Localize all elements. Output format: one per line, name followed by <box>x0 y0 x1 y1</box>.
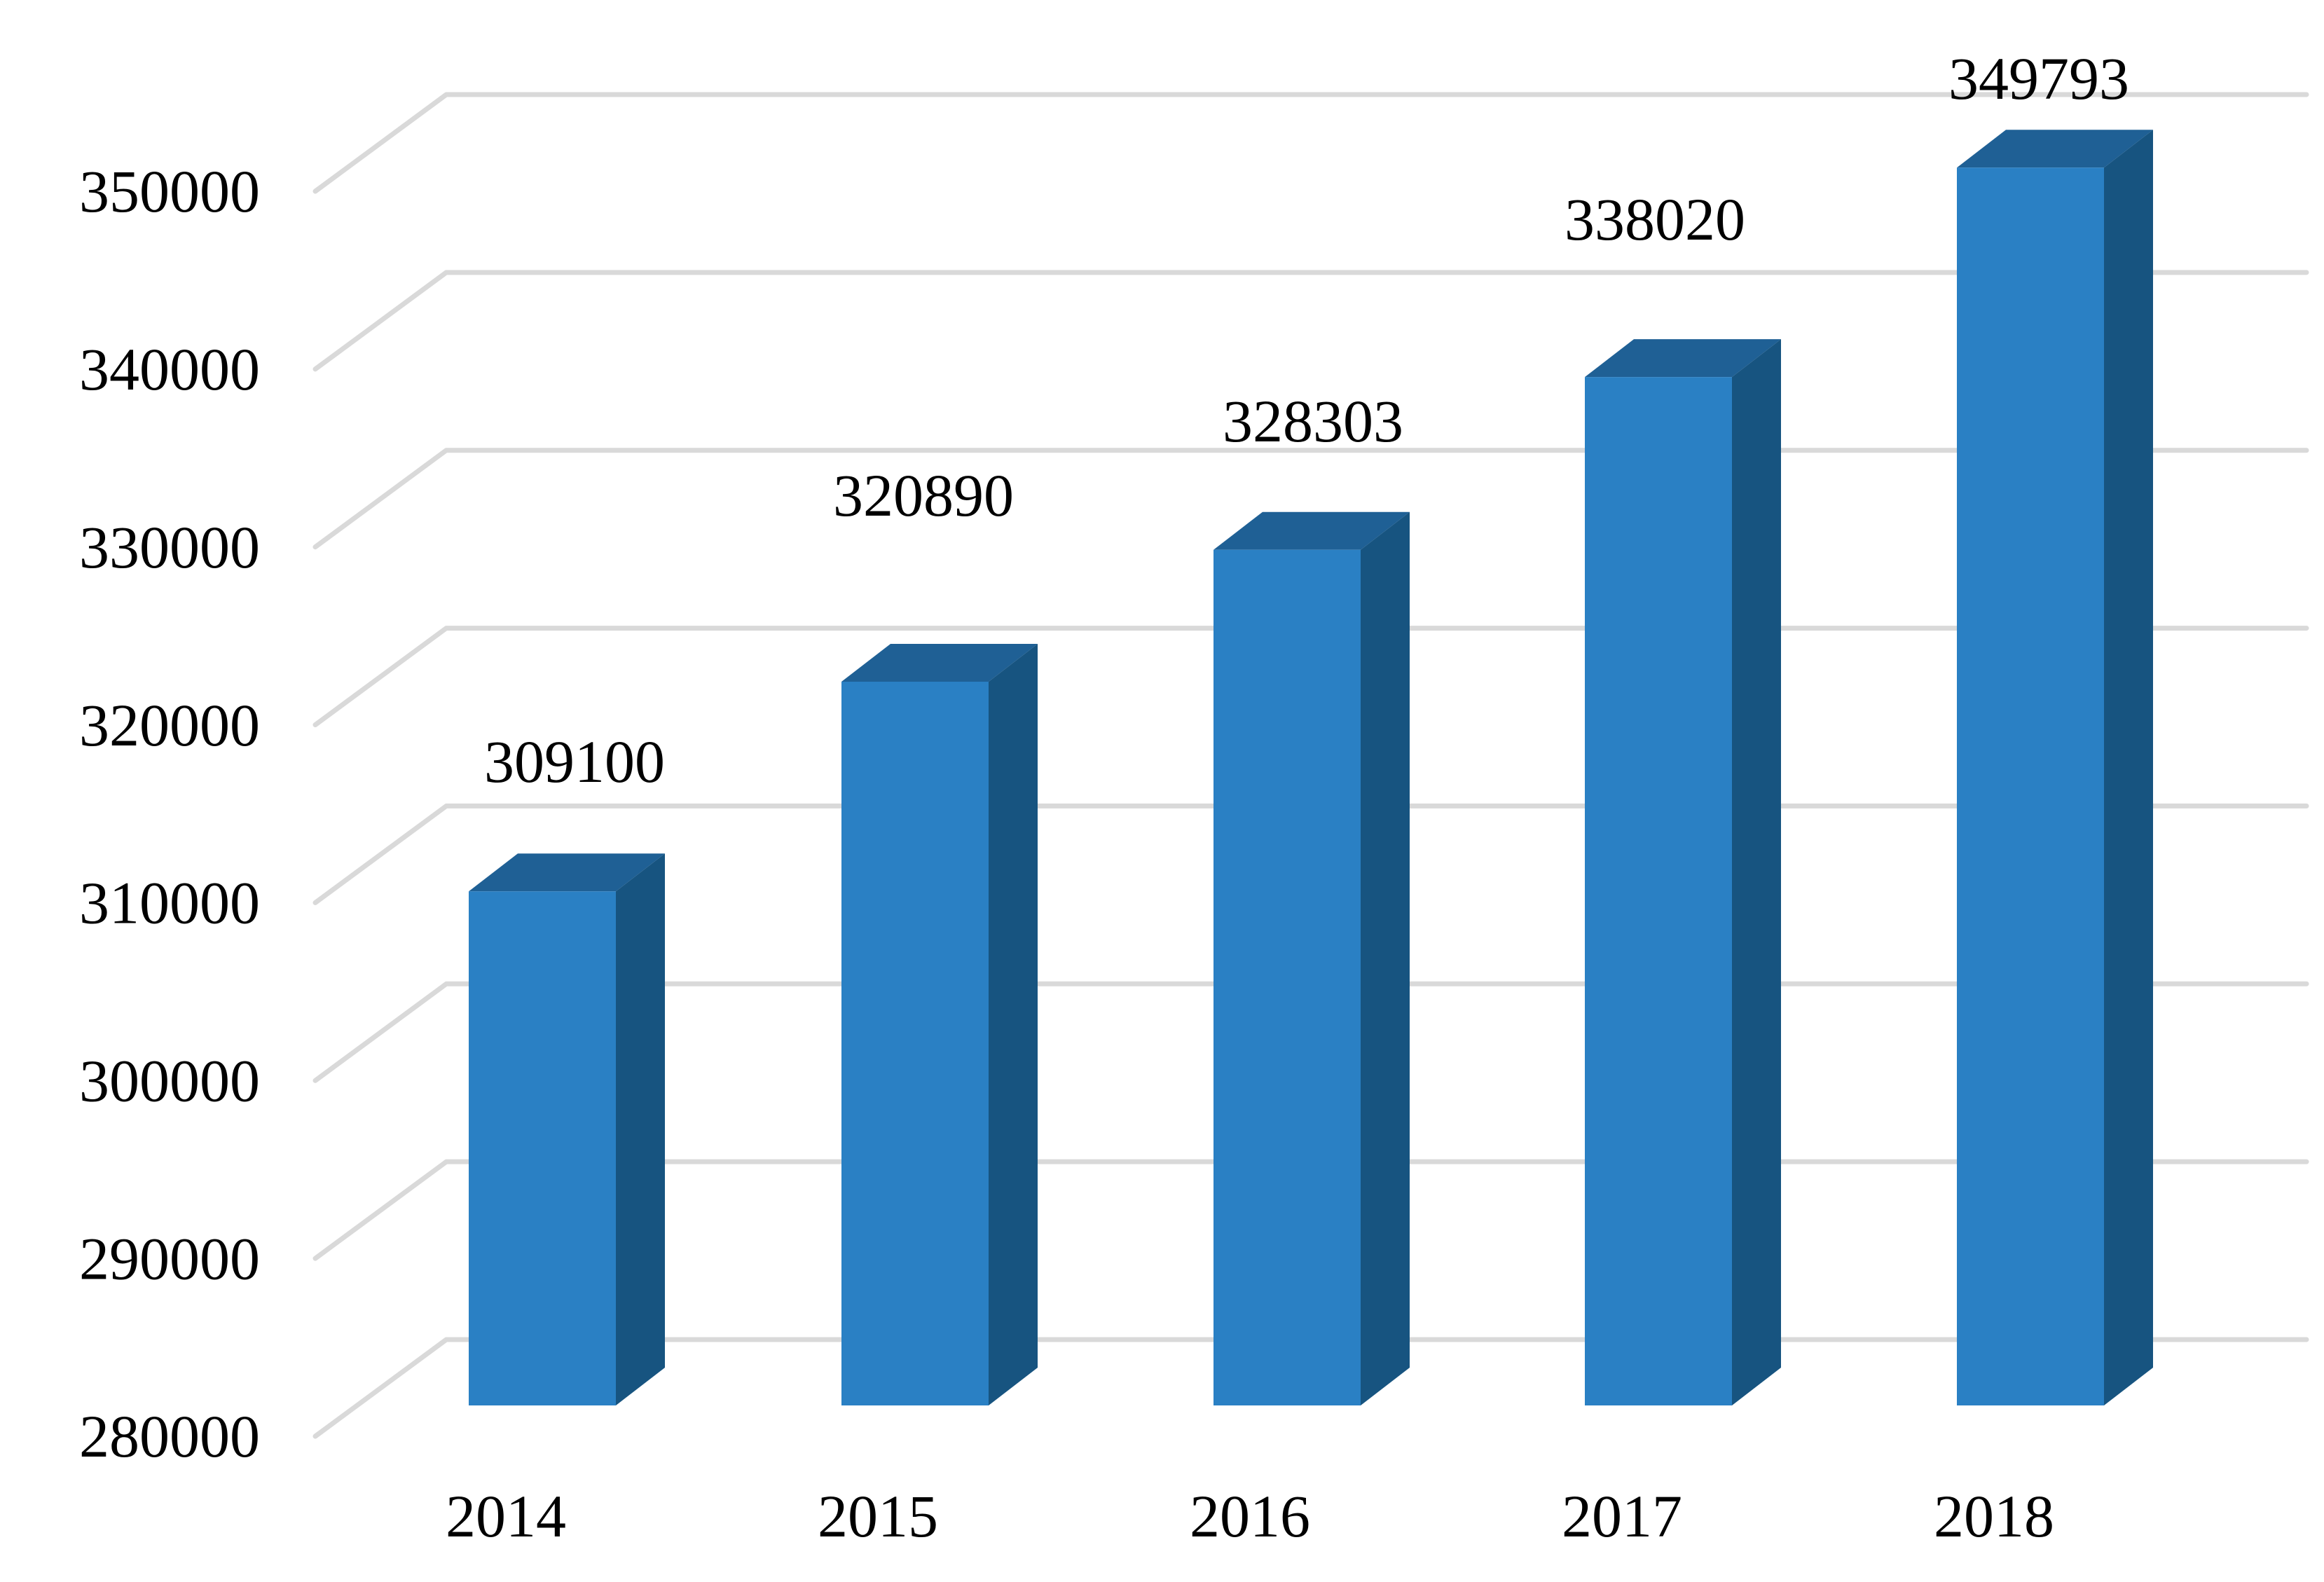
data-label-2018: 349793 <box>1948 45 2129 112</box>
bar-face-front <box>469 891 616 1405</box>
data-label-2014: 309100 <box>484 728 665 795</box>
x-tick-label-2018: 2018 <box>1934 1483 2054 1550</box>
3d-bar-chart-figure: 280000 290000 300000 310000 320000 330000 3400… <box>28 11 2324 1571</box>
y-tick-label-310000: 310000 <box>79 869 260 937</box>
bar-2017 <box>1585 339 1781 1405</box>
x-tick-label-2015: 2015 <box>818 1483 938 1550</box>
y-tick-label-350000: 350000 <box>79 158 260 225</box>
bar-face-top <box>469 853 665 892</box>
y-tick-label-340000: 340000 <box>79 336 260 403</box>
bar-face-top <box>841 643 1038 682</box>
bar-face-front <box>1213 549 1361 1405</box>
gridlines-layer <box>312 92 2309 1439</box>
x-tick-label-2016: 2016 <box>1190 1483 1310 1550</box>
bar-face-side <box>616 853 665 1405</box>
data-label-2015: 320890 <box>833 462 1014 529</box>
bar-2015 <box>841 643 1038 1405</box>
gridline-350000 <box>312 92 2309 194</box>
bar-2014 <box>469 853 665 1405</box>
x-tick-label-2017: 2017 <box>1562 1483 1682 1550</box>
y-tick-label-280000: 280000 <box>79 1403 260 1470</box>
bar-face-top <box>1213 511 1410 550</box>
bar-face-side <box>1732 339 1781 1405</box>
bar-face-top <box>1957 130 2153 168</box>
data-label-2017: 338020 <box>1565 186 1745 253</box>
y-tick-label-330000: 330000 <box>79 514 260 581</box>
chart-canvas: 280000 290000 300000 310000 320000 330000 3400… <box>79 45 2309 1550</box>
bar-face-front <box>841 681 989 1405</box>
y-tick-label-290000: 290000 <box>79 1225 260 1292</box>
gridline-340000 <box>312 270 2309 372</box>
y-tick-label-300000: 300000 <box>79 1047 260 1115</box>
bar-2018 <box>1957 130 2153 1405</box>
bar-face-side <box>1361 511 1410 1405</box>
data-label-2016: 328303 <box>1223 387 1403 455</box>
bars-layer <box>469 130 2153 1405</box>
x-tick-label-2014: 2014 <box>446 1483 566 1550</box>
bar-2016 <box>1213 511 1410 1405</box>
bar-face-side <box>2104 130 2153 1405</box>
bar-face-side <box>989 643 1038 1405</box>
bar-face-front <box>1957 167 2104 1405</box>
y-tick-label-320000: 320000 <box>79 692 260 759</box>
bar-face-top <box>1585 339 1781 378</box>
labels-layer: 280000 290000 300000 310000 320000 330000 3400… <box>79 45 2129 1550</box>
bar-face-front <box>1585 377 1732 1405</box>
